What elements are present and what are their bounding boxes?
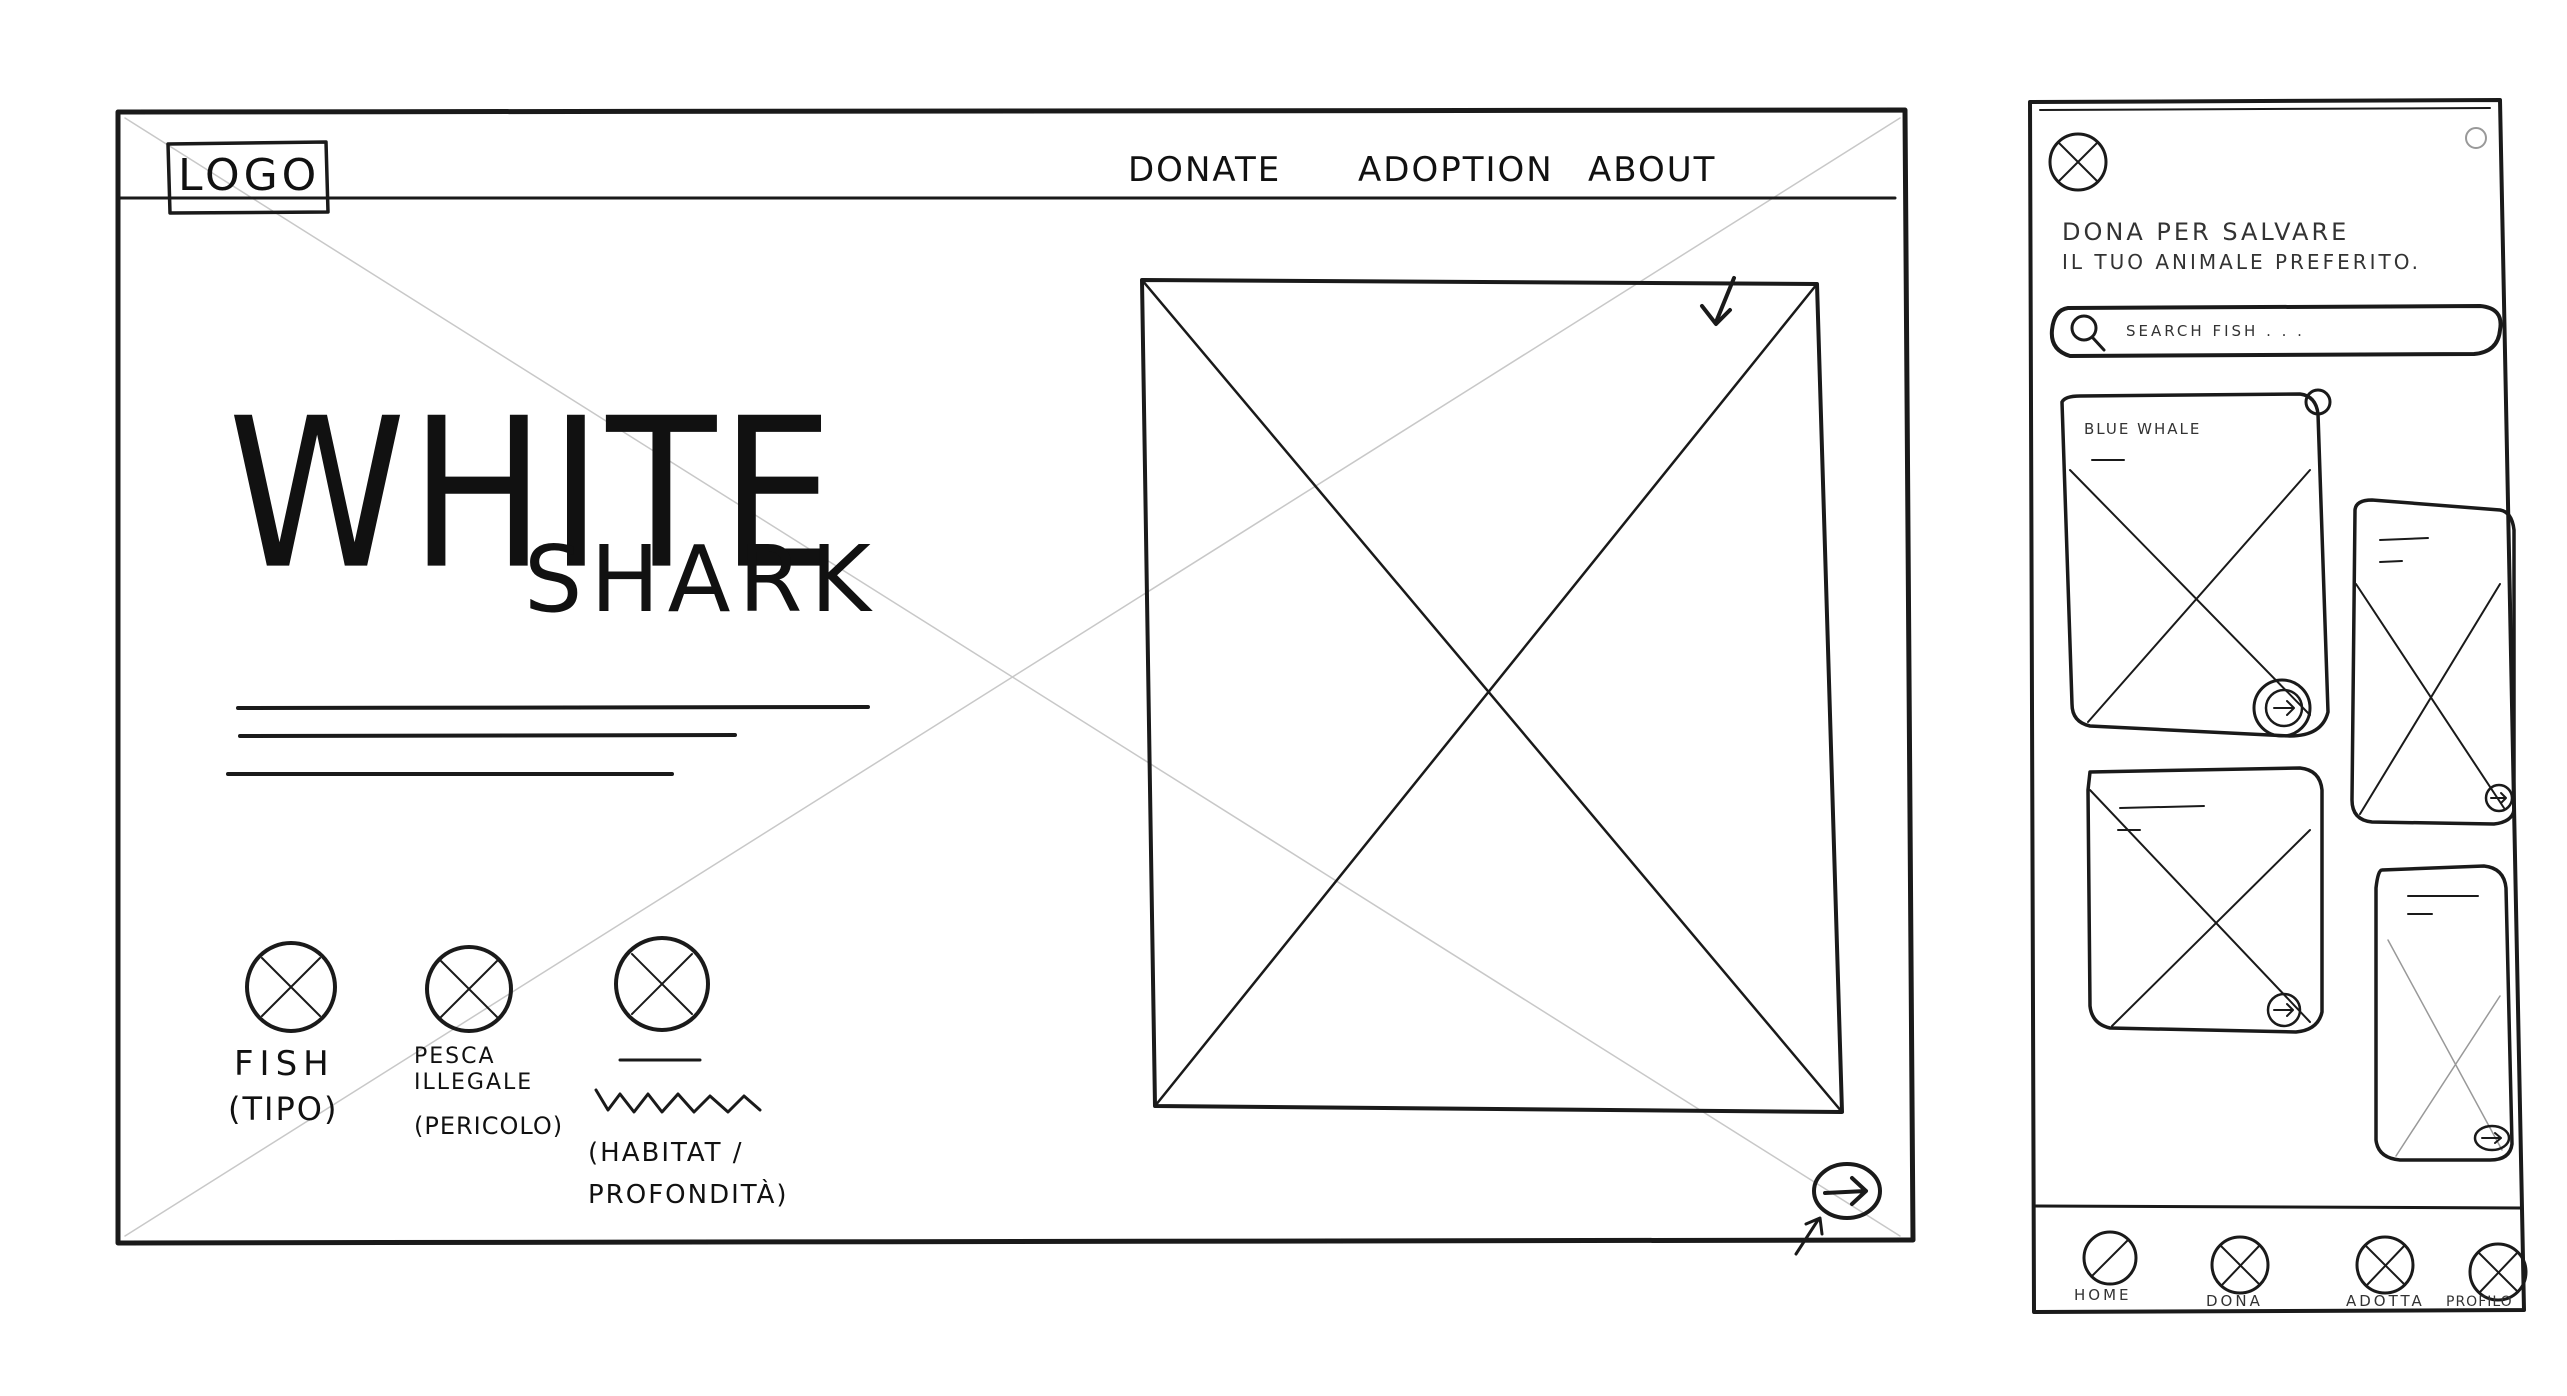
mobile-card-2	[2350, 498, 2516, 826]
nav-dona-label[interactable]: DONA	[2206, 1292, 2263, 1310]
search-icon	[2070, 314, 2106, 352]
card-2-arrow-icon	[2484, 783, 2514, 813]
nav-about[interactable]: ABOUT	[1588, 150, 1717, 190]
card-1-arrow-icon	[2252, 678, 2312, 738]
card-2-cross	[2355, 583, 2505, 815]
info-sub-habitat: (HABITAT / PROFONDITÀ)	[588, 1138, 789, 1210]
card-4-cross	[2387, 939, 2503, 1157]
nav-dona-icon	[2210, 1235, 2270, 1295]
mobile-logo-icon	[2048, 132, 2108, 192]
nav-adotta-icon	[2355, 1235, 2415, 1295]
mobile-search-input[interactable]: SEARCH FISH . . .	[2126, 322, 2305, 340]
hero-text-line	[238, 733, 737, 738]
card-3-cross	[2089, 789, 2311, 1027]
info-sub-fish: (TIPO)	[228, 1090, 339, 1128]
hero-text-line	[236, 705, 870, 710]
info-label-pesca: PESCA ILLEGALE	[414, 1044, 534, 1095]
habitat-label-scribble	[594, 1088, 762, 1114]
mobile-tagline-line1: DONA PER SALVARE	[2062, 218, 2350, 246]
bottom-nav-divider	[2032, 1204, 2524, 1210]
mobile-frame-inner	[2039, 107, 2491, 111]
mobile-frame	[2028, 98, 2526, 1314]
nav-profilo-label[interactable]: PROFILO	[2446, 1294, 2513, 1310]
info-icon-habitat	[614, 936, 710, 1032]
info-sub-pesca: (PERICOLO)	[414, 1112, 564, 1140]
mobile-card-3	[2086, 766, 2324, 1034]
nav-adoption[interactable]: ADOPTION	[1358, 150, 1554, 190]
desktop-next-arrow-icon	[1812, 1162, 1882, 1220]
scroll-arrow-annotation	[1700, 276, 1736, 326]
nav-home-icon	[2082, 1230, 2138, 1286]
hero-image-cross	[1140, 278, 1844, 1114]
logo[interactable]: LOGO	[178, 150, 321, 201]
card-1-title[interactable]: BLUE WHALE	[2084, 420, 2202, 438]
card-1-favorite-icon	[2304, 388, 2332, 416]
mobile-top-right-icon	[2465, 127, 2487, 149]
desktop-background-cross	[124, 117, 1901, 1237]
mobile-card-4	[2374, 864, 2514, 1162]
card-3-arrow-icon	[2266, 992, 2302, 1028]
mobile-search-bar	[2049, 304, 2503, 358]
hero-title-shark: SHARK	[524, 526, 879, 633]
info-icon-pesca	[425, 945, 513, 1033]
desktop-frame	[115, 107, 1916, 1246]
hero-title-white: WHITE	[228, 374, 839, 616]
pointer-arrow-annotation	[1794, 1216, 1824, 1256]
nav-home-label[interactable]: HOME	[2074, 1286, 2132, 1304]
info-icon-fish	[245, 941, 337, 1033]
logo-box	[166, 140, 330, 215]
mobile-card-1	[2060, 392, 2330, 738]
mobile-tagline-line2: IL TUO ANIMALE PREFERITO.	[2062, 250, 2422, 274]
card-4-arrow-icon	[2473, 1124, 2511, 1152]
nav-adotta-label[interactable]: ADOTTA	[2346, 1292, 2425, 1310]
card-1-cross	[2069, 469, 2311, 723]
info-label-fish: FISH	[234, 1044, 335, 1084]
nav-donate[interactable]: DONATE	[1128, 150, 1282, 190]
nav-profilo-icon	[2468, 1242, 2528, 1302]
